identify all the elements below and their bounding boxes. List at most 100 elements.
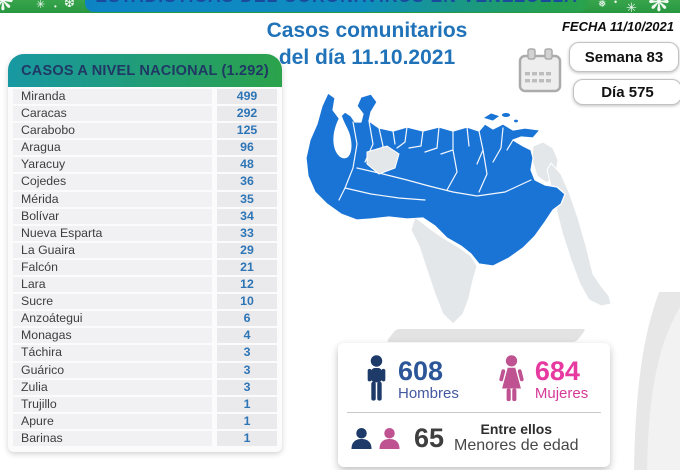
page-title-line2: del día 11.10.2021 [278,46,456,69]
state-cases: 1 [217,430,277,446]
margarita-islands [482,112,519,124]
state-cases: 10 [217,294,277,310]
table-row: Zulia 3 [13,379,277,395]
state-cases: 35 [217,191,277,207]
state-name: Sucre [13,294,212,310]
state-name: Aragua [13,140,212,156]
table-row: Monagas 4 [13,328,277,344]
state-name: Nueva Esparta [13,225,212,241]
table-row: Aragua 96 [13,140,277,156]
male-icon [367,355,386,401]
state-cases: 34 [217,208,277,224]
mujeres-label: Mujeres [534,385,589,402]
venezuela-map [305,92,612,325]
table-row: Sucre 10 [13,294,277,310]
table-row: Carabobo 125 [13,123,277,139]
mujeres-count: 684 [534,356,580,386]
table-row: Bolívar 34 [13,208,277,224]
table-row: Anzoátegui 6 [13,311,277,327]
state-amazonas [410,216,478,325]
table-header: CASOS A NIVEL NACIONAL (1.292) [8,54,282,87]
page-title-line1: Casos comunitarios [266,19,468,42]
semana-badge: Semana 83 [569,42,679,72]
table-row: Falcón 21 [13,259,277,276]
hombres-label: Hombres [398,385,459,402]
mujeres-stat: 684 Mujeres [497,355,588,404]
state-name: Bolívar [13,208,212,224]
table-row: Cojedes 36 [13,174,277,190]
fecha-label: FECHA 11/10/2021 [561,19,674,34]
table-row: Mérida 35 [13,191,277,207]
gender-row: 608 Hombres 684 Mujeres [338,343,610,404]
state-name: Guárico [13,362,212,378]
state-cases: 3 [217,362,277,378]
virus-decoration-icon: ❋ [0,0,14,13]
virus-decoration-icon: ❆ [64,0,75,10]
virus-decoration-icon: ✳ [626,0,637,13]
main-banner: ESTADÍSTICAS DEL CORONAVIRUS EN VENEZUEL… [85,0,588,12]
state-cases: 125 [217,123,277,139]
state-cases: 6 [217,311,277,327]
table-row: Nueva Esparta 33 [13,225,277,241]
minors-label-line1: Entre ellos [480,421,553,437]
state-borders [338,120,532,201]
state-name: Monagas [13,328,212,344]
state-name: Apure [13,413,212,429]
state-name: Miranda [13,89,212,105]
background-swoosh [634,292,680,470]
virus-decoration-icon: ✳ [36,0,46,11]
state-name: Carabobo [13,123,212,139]
state-cases: 1 [217,413,277,429]
map-shadow [386,329,587,342]
page-title: Casos comunitarios del día 11.10.2021 [232,17,502,71]
state-name: Barinas [13,430,212,446]
state-cases: 292 [217,106,277,122]
state-name: Falcón [13,259,212,276]
state-name: Táchira [13,345,212,361]
state-name: La Guaira [13,242,212,258]
state-name: Mérida [13,191,212,207]
dia-badge: Día 575 [573,79,680,105]
state-name: Cojedes [13,174,212,190]
table-row: Guárico 3 [13,362,277,378]
state-name: Anzoátegui [13,311,212,327]
lake-maracaibo [333,116,352,159]
state-name: Zulia [13,379,212,395]
territory-esequibo [546,162,612,307]
virus-decoration-icon: • [614,0,618,7]
state-portuguesa [366,145,400,175]
state-cases: 1 [217,396,277,412]
minor-bust-icon-male [351,427,372,449]
virus-decoration-icon: ❋ [648,0,670,13]
state-cases: 499 [217,89,277,105]
table-row: Apure 1 [13,413,277,429]
state-cases: 3 [217,379,277,395]
virus-decoration-icon: ❅ [598,0,607,10]
table-row: Caracas 292 [13,106,277,122]
national-cases-table: CASOS A NIVEL NACIONAL (1.292) Miranda 49… [8,54,282,452]
state-cases: 96 [217,140,277,156]
table-row: La Guaira 29 [13,242,277,258]
minors-stat: 65 Entre ellos Menores de edad [338,413,610,455]
table-row: Barinas 1 [13,430,277,446]
state-cases: 3 [217,345,277,361]
state-cases: 36 [217,174,277,190]
state-cases: 29 [217,242,277,258]
state-cases: 48 [217,157,277,173]
state-name: Trujillo [13,396,212,412]
table-row: Lara 12 [13,277,277,293]
state-cases: 12 [217,277,277,293]
state-name: Yaracuy [13,157,212,173]
banner-title: ESTADÍSTICAS DEL CORONAVIRUS EN VENEZUEL… [95,0,577,7]
hombres-count: 608 [398,356,444,386]
state-name: Lara [13,277,212,293]
gender-stats-card: 608 Hombres 684 Mujeres [338,343,610,467]
state-cases: 33 [217,225,277,241]
virus-decoration-icon: • [54,2,57,11]
national-table-rows: Miranda 499 Caracas 292 Carabobo 125 Aragua 96 Y… [8,87,282,446]
table-row: Yaracuy 48 [13,157,277,173]
female-icon [499,355,524,402]
minors-label-line2: Menores de edad [454,437,579,454]
minors-count: 65 [414,422,445,453]
